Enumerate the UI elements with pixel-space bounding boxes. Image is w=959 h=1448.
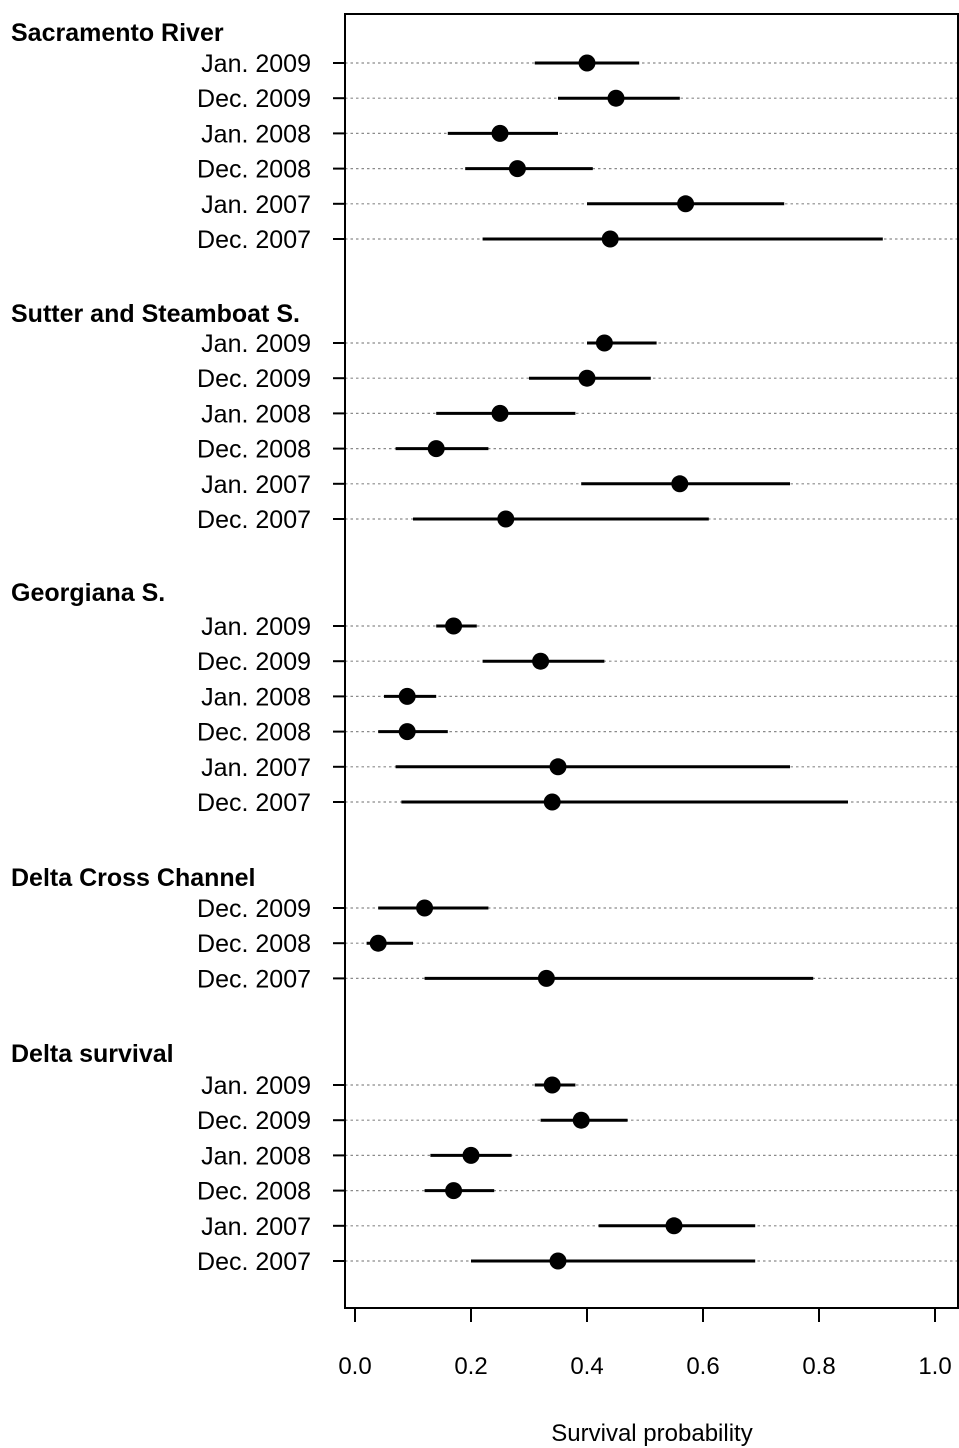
row-label: Dec. 2007 [197,965,311,993]
estimate-point [369,934,387,952]
group-title: Sutter and Steamboat S. [11,300,300,328]
row-label: Jan. 2007 [201,471,311,499]
estimate-points [369,54,695,1270]
estimate-point [549,1252,567,1270]
x-tick-label: 0.2 [454,1353,487,1380]
row-label: Dec. 2008 [197,719,311,747]
row-label: Dec. 2007 [197,506,311,534]
estimate-point [508,160,526,178]
row-label: Jan. 2009 [201,613,311,641]
x-tick-label: 0.0 [338,1353,371,1380]
row-label: Dec. 2009 [197,365,311,393]
row-label: Dec. 2008 [197,436,311,464]
row-label: Jan. 2008 [201,400,311,428]
row-label: Dec. 2009 [197,648,311,676]
row-label: Dec. 2008 [197,930,311,958]
row-label: Dec. 2007 [197,1248,311,1276]
x-tick-label: 0.6 [686,1353,719,1380]
group-title: Georgiana S. [11,579,165,607]
estimate-point [537,969,555,987]
row-label: Dec. 2009 [197,1107,311,1135]
estimate-point [671,475,689,493]
estimate-point [445,1182,463,1200]
estimate-point [398,687,416,705]
estimate-point [578,369,596,387]
estimate-point [462,1146,480,1164]
row-label: Dec. 2007 [197,789,311,817]
x-tick-label: 1.0 [918,1353,951,1380]
estimate-point [677,195,695,213]
row-label: Dec. 2008 [197,156,311,184]
estimate-point [497,510,515,528]
estimate-point [665,1217,683,1235]
row-label: Dec. 2008 [197,1178,311,1206]
estimate-point [491,124,509,142]
row-labels: Sacramento River Jan. 2009 Dec. 2009 Jan. 2… [11,19,311,1276]
group-title: Sacramento River [11,19,224,47]
estimate-point [427,440,445,458]
group-title: Delta Cross Channel [11,864,256,892]
guide-lines [333,62,958,1262]
estimate-point [578,54,596,72]
estimate-point [601,230,619,248]
row-label: Jan. 2007 [201,754,311,782]
estimate-point [398,723,416,741]
row-label: Dec. 2009 [197,85,311,113]
estimate-point [491,404,509,422]
row-label: Jan. 2007 [201,191,311,219]
row-label: Jan. 2009 [201,330,311,358]
row-label: Dec. 2007 [197,226,311,254]
interval-lines [366,61,883,1263]
row-label: Jan. 2009 [201,1072,311,1100]
row-label: Jan. 2007 [201,1213,311,1241]
row-label: Jan. 2009 [201,50,311,78]
x-tick-label: 0.4 [570,1353,603,1380]
row-label: Jan. 2008 [201,1142,311,1170]
estimate-point [532,652,550,670]
row-label: Jan. 2008 [201,120,311,148]
row-label: Jan. 2008 [201,683,311,711]
estimate-point [445,617,463,635]
x-axis: 0.0 0.2 0.4 0.6 0.8 1.0 [338,1307,952,1380]
estimate-point [607,89,625,107]
estimate-point [543,793,561,811]
x-tick-label: 0.8 [802,1353,835,1380]
plot-frame [344,13,959,1309]
row-label: Dec. 2009 [197,895,311,923]
estimate-point [543,1076,561,1094]
estimate-point [572,1111,590,1129]
estimate-point [595,334,613,352]
group-title: Delta survival [11,1040,174,1068]
x-axis-label: Survival probability [551,1420,752,1447]
estimate-point [416,899,434,917]
estimate-point [549,758,567,776]
